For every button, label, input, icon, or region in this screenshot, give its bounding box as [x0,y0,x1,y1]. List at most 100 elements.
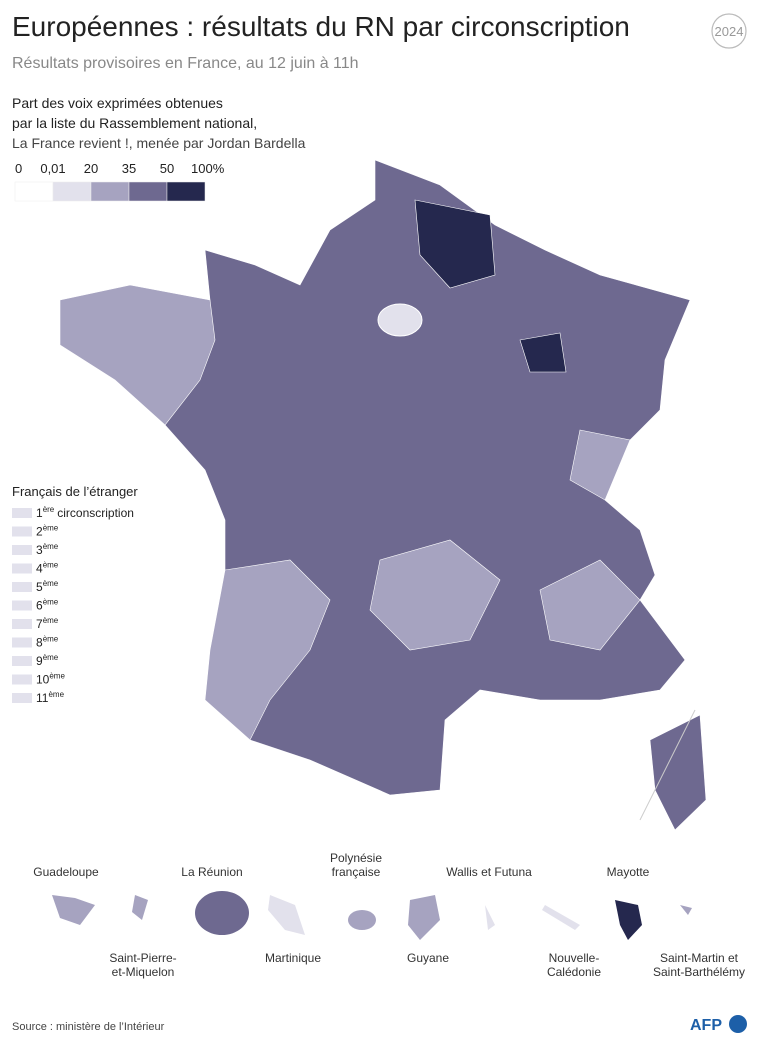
abroad-number: 10 [36,673,50,687]
west-region [59,284,216,426]
polynesie-shape [348,910,376,930]
abroad-item: 9ème [36,653,59,668]
abroad-number: 2 [36,525,43,539]
guyane-shape [408,895,440,940]
guadeloupe-shape [52,895,95,925]
abroad-suffix: ème [43,542,59,551]
abroad-swatch [12,508,32,518]
abroad-number: 11 [36,691,49,705]
abroad-number: 8 [36,636,43,650]
territory-label: Guadeloupe [33,865,99,879]
abroad-item: 4ème [36,561,59,576]
spm-shape [132,895,148,920]
abroad-suffix: ème [49,672,65,681]
alps-region [539,559,641,651]
abroad-number: 7 [36,617,43,631]
legend-swatch [52,181,92,202]
territory-label: Saint-Pierre- [109,951,176,965]
legend-label: 50 [160,161,174,176]
abroad-item: 1ère circonscription [36,505,134,520]
legend: Part des voix exprimées obtenues par la … [12,95,306,202]
legend-line: par la liste du Rassemblement national, [12,115,257,131]
paris [377,303,423,337]
abroad-number: 9 [36,654,43,668]
territory-label: Saint-Martin et [660,951,739,965]
abroad-label: circonscription [57,506,134,520]
nc-shape [542,905,580,930]
badge-circle [711,13,747,49]
martinique-shape [268,895,305,935]
abroad-swatch [12,563,32,574]
legend-label: 0 [15,161,22,176]
abroad-swatch [12,674,32,685]
subtitle: Résultats provisoires en France, au 12 j… [12,55,359,72]
abroad-swatch [12,693,32,703]
east-region [569,429,631,501]
legend-swatch [128,181,168,202]
territory-label: Guyane [407,951,449,965]
abroad-number: 5 [36,580,43,594]
territory-label: Polynésie [330,851,382,865]
mayotte-shape [615,900,642,940]
legend-swatch [14,181,54,202]
abroad-item: 5ème [36,579,59,594]
abroad-swatch [12,656,32,666]
abroad-suffix: ème [48,690,64,699]
southwest-region [204,559,331,741]
legend-swatch [166,181,206,202]
territory-label: Wallis et Futuna [446,865,532,879]
legend-label: 20 [84,161,98,176]
territory-label: Saint-Barthélémy [653,965,745,979]
abroad-suffix: ème [43,579,59,588]
abroad-item: 10ème [36,672,65,687]
abroad-swatch [12,526,32,537]
abroad-swatch [12,637,32,648]
legend-label: 0,01 [40,161,65,176]
abroad-swatch [12,582,32,592]
abroad-suffix: ème [43,524,59,533]
source: Source : ministère de l’Intérieur [12,1021,165,1033]
territory-label: Mayotte [607,865,650,879]
badge: 2024 [715,24,744,39]
abroad-swatch [12,619,32,629]
smsb-shape [680,905,692,915]
abroad-number: 4 [36,562,43,576]
haute-marne [519,332,567,373]
logo-dot [729,1015,747,1033]
territory-label: française [332,865,381,879]
territory-label: Calédonie [547,965,601,979]
abroad-suffix: ème [43,616,59,625]
legend-swatch [90,181,130,202]
abroad-item: 3ème [36,542,59,557]
abroad-item: 8ème [36,635,59,650]
territory-label: et-Miquelon [112,965,175,979]
abroad-suffix: ème [43,561,59,570]
reunion-shape [195,891,249,935]
abroad-number: 3 [36,543,43,557]
corsica [649,714,707,831]
abroad-suffix: ème [43,653,59,662]
abroad-suffix: ème [43,635,59,644]
logo: AFP [690,1017,722,1034]
abroad-legend: Français de l’étranger 1ère circonscripti… [12,484,138,705]
legend-line: La France revient !, menée par Jordan Ba… [12,135,306,151]
corsica-separator [639,709,696,821]
center-region [369,539,501,651]
abroad-number: 6 [36,599,43,613]
territory-label: La Réunion [181,865,242,879]
abroad-item: 7ème [36,616,59,631]
abroad-item: 2ème [36,524,59,539]
north-dark-region [414,199,496,289]
title: Européennes : résultats du RN par circon… [12,11,630,42]
legend-line: Part des voix exprimées obtenues [12,95,223,111]
territory-label: Martinique [265,951,321,965]
abroad-item: 11ème [36,690,65,705]
legend-label: 100% [191,161,225,176]
mainland-map [59,159,707,831]
abroad-swatch [12,545,32,555]
abroad-item: 6ème [36,598,59,613]
abroad-title: Français de l’étranger [12,484,138,499]
territory-label: Nouvelle- [549,951,600,965]
